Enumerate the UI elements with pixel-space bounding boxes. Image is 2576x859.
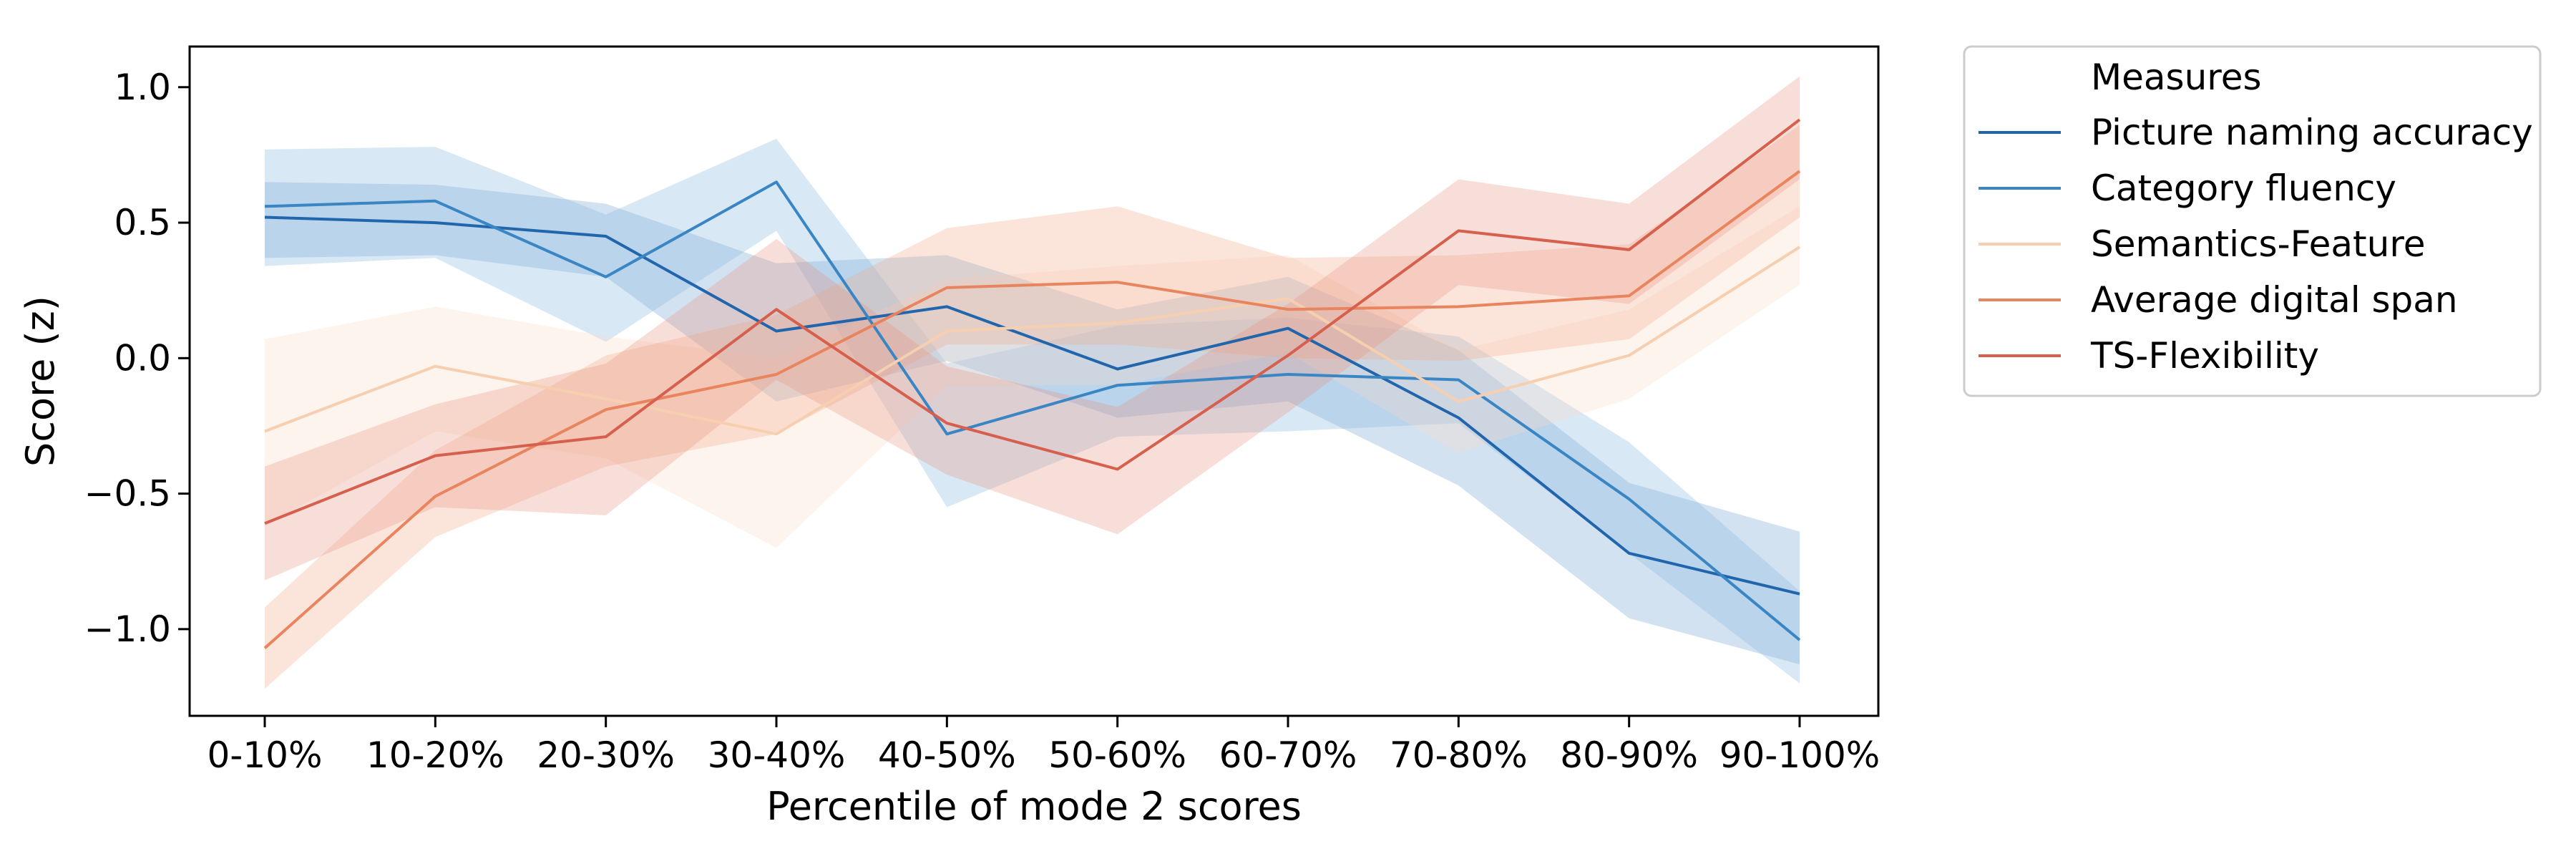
series-line-2 xyxy=(264,246,1801,436)
legend-label-0: Picture naming accuracy xyxy=(2091,112,2533,153)
y-tick-label: −1.0 xyxy=(84,608,171,650)
confidence-band-2 xyxy=(265,206,1800,548)
x-tick-label: 0-10% xyxy=(208,734,323,776)
confidence-band-0 xyxy=(265,182,1800,665)
x-axis: 0-10% 10-20% 20-30% 30-40% 40-50% 50-60% 60-70… xyxy=(208,716,1880,776)
confidence-bands xyxy=(265,76,1800,689)
x-tick-label: 10-20% xyxy=(366,734,504,776)
legend: Measures Picture naming accuracy Category… xyxy=(1963,45,2542,397)
series-lines xyxy=(263,118,1801,649)
series-line-1 xyxy=(264,180,1801,641)
confidence-band-3 xyxy=(265,125,1800,689)
x-tick-label: 80-90% xyxy=(1560,734,1698,776)
legend-label-4: TS-Flexibility xyxy=(2090,335,2319,377)
x-tick-label: 90-100% xyxy=(1719,734,1880,776)
legend-items: Picture naming accuracy Category fluency S… xyxy=(1979,112,2533,377)
y-axis: 1.0 0.5 0.0 −0.5 −1.0 xyxy=(84,67,190,650)
x-axis-label: Percentile of mode 2 scores xyxy=(766,784,1302,829)
x-tick-label: 20-30% xyxy=(537,734,675,776)
legend-frame xyxy=(1963,45,2542,397)
legend-label-3: Average digital span xyxy=(2091,279,2458,321)
series-line-0 xyxy=(264,215,1800,596)
confidence-band-4 xyxy=(265,76,1800,581)
legend-label-1: Category fluency xyxy=(2091,168,2396,209)
series-line-4 xyxy=(264,118,1801,525)
y-axis-label: Score (z) xyxy=(18,296,63,467)
legend-title: Measures xyxy=(2091,57,2262,98)
series-line-3 xyxy=(263,170,1801,649)
x-tick-label: 40-50% xyxy=(878,734,1016,776)
x-tick-label: 60-70% xyxy=(1219,734,1357,776)
y-tick-label: 0.5 xyxy=(114,202,171,243)
x-tick-label: 50-60% xyxy=(1048,734,1186,776)
y-tick-label: −0.5 xyxy=(84,473,171,515)
x-tick-label: 70-80% xyxy=(1390,734,1528,776)
y-tick-label: 0.0 xyxy=(114,337,171,379)
x-tick-label: 30-40% xyxy=(708,734,846,776)
legend-label-2: Semantics-Feature xyxy=(2091,223,2426,265)
y-tick-label: 1.0 xyxy=(114,67,171,108)
plot-frame xyxy=(188,45,1880,717)
